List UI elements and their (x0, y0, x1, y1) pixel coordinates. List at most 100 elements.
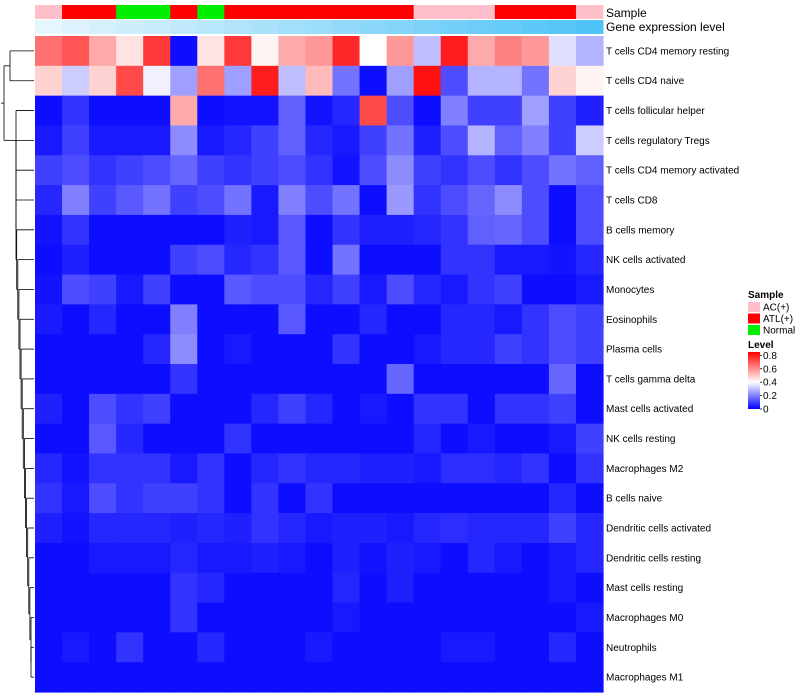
heatmap-cell (575, 125, 604, 156)
heatmap-cell (575, 572, 604, 604)
heatmap-cell (548, 334, 577, 365)
heatmap-cell (116, 274, 144, 305)
heatmap-cell (143, 36, 171, 67)
heatmap-cell (359, 572, 388, 604)
gene-expression-cell (116, 20, 144, 34)
heatmap-cell (467, 513, 496, 544)
heatmap-cell (251, 542, 280, 574)
heatmap-cell (89, 483, 117, 514)
heatmap-cell (224, 36, 252, 67)
heatmap-cell (467, 393, 496, 425)
heatmap-cell (278, 393, 307, 425)
heatmap-cell (224, 423, 252, 455)
heatmap-cell (170, 155, 198, 186)
heatmap-cell (62, 334, 90, 365)
heatmap-cell (413, 36, 442, 67)
heatmap-cell (62, 393, 90, 425)
heatmap-cell (575, 632, 604, 663)
heatmap-cell (89, 304, 117, 335)
sample-annotation-bar (35, 5, 604, 19)
heatmap-cell (386, 274, 415, 305)
row-label: Plasma cells (606, 345, 662, 356)
heatmap-cell (89, 185, 117, 216)
heatmap-cell (89, 274, 117, 305)
heatmap-cell (521, 483, 550, 514)
heatmap-cell (440, 244, 469, 276)
heatmap-cell (251, 125, 280, 156)
heatmap-cell (143, 632, 171, 663)
heatmap-cell (89, 36, 117, 67)
heatmap-cell (35, 155, 63, 186)
heatmap-cell (332, 662, 361, 693)
heatmap-cell (89, 572, 117, 604)
heatmap-cell (575, 393, 604, 425)
heatmap-cell (548, 36, 577, 67)
heatmap-cell (386, 36, 415, 67)
row-label: Macrophages M2 (606, 464, 684, 475)
heatmap-cell (494, 632, 523, 663)
heatmap-cell (278, 65, 307, 97)
heatmap-cell (89, 602, 117, 633)
heatmap-cell (413, 572, 442, 604)
heatmap-cell (170, 632, 198, 663)
heatmap-cell (35, 453, 63, 484)
heatmap-cell (305, 662, 334, 693)
heatmap-cell (170, 423, 198, 455)
heatmap-cell (386, 483, 415, 514)
heatmap-cell (332, 155, 361, 186)
heatmap-cell (440, 36, 469, 67)
heatmap-cell (224, 244, 252, 276)
gene-expression-cell (251, 20, 279, 34)
heatmap-cell (548, 542, 577, 574)
heatmap-cell (116, 304, 144, 335)
heatmap-cell (170, 572, 198, 604)
heatmap-cell (197, 572, 225, 604)
heatmap-cell (521, 602, 550, 633)
heatmap-cell (548, 274, 577, 305)
legend: Sample AC(+)ATL(+)Normal Level 0.8 0.6 0.4… (748, 290, 795, 416)
heatmap-cell (116, 364, 144, 395)
heatmap-cell (494, 274, 523, 305)
gene-expression-cell (143, 20, 171, 34)
heatmap-cell (359, 542, 388, 574)
heatmap-cell (278, 662, 307, 693)
gene-expression-cell (89, 20, 117, 34)
heatmap-cell (521, 65, 550, 97)
heatmap-cell (494, 662, 523, 693)
heatmap-cell (170, 36, 198, 67)
heatmap-cell (332, 513, 361, 544)
heatmap-cell (224, 304, 252, 335)
heatmap-cell (251, 244, 280, 276)
heatmap-cell (548, 214, 577, 246)
sample-annotation-cell (305, 5, 334, 19)
heatmap-cell (89, 542, 117, 574)
heatmap-cell (197, 155, 225, 186)
sample-annotation-cell (116, 5, 144, 19)
heatmap-cell (89, 423, 117, 455)
heatmap-cell (575, 513, 604, 544)
sample-legend-label: AC(+) (763, 303, 789, 314)
heatmap-cell (386, 602, 415, 633)
heatmap-cell (332, 602, 361, 633)
heatmap-cell (359, 602, 388, 633)
heatmap-cell (278, 602, 307, 633)
heatmap-cell (35, 572, 63, 604)
heatmap-cell (440, 95, 469, 127)
heatmap-cell (332, 244, 361, 276)
heatmap-cell (494, 185, 523, 216)
heatmap-cell (521, 244, 550, 276)
heatmap-cell (359, 662, 388, 693)
sample-legend-title: Sample (748, 290, 784, 301)
sample-annotation-cell (413, 5, 442, 19)
heatmap-cell (413, 304, 442, 335)
heatmap-cell (521, 36, 550, 67)
heatmap-cell (305, 274, 334, 305)
heatmap-cell (89, 125, 117, 156)
heatmap-cell (413, 364, 442, 395)
heatmap-cell (170, 214, 198, 246)
heatmap-cell (89, 65, 117, 97)
heatmap-cell (359, 155, 388, 186)
heatmap-cell (467, 274, 496, 305)
heatmap-cell (35, 36, 63, 67)
gene-expression-cell (170, 20, 198, 34)
